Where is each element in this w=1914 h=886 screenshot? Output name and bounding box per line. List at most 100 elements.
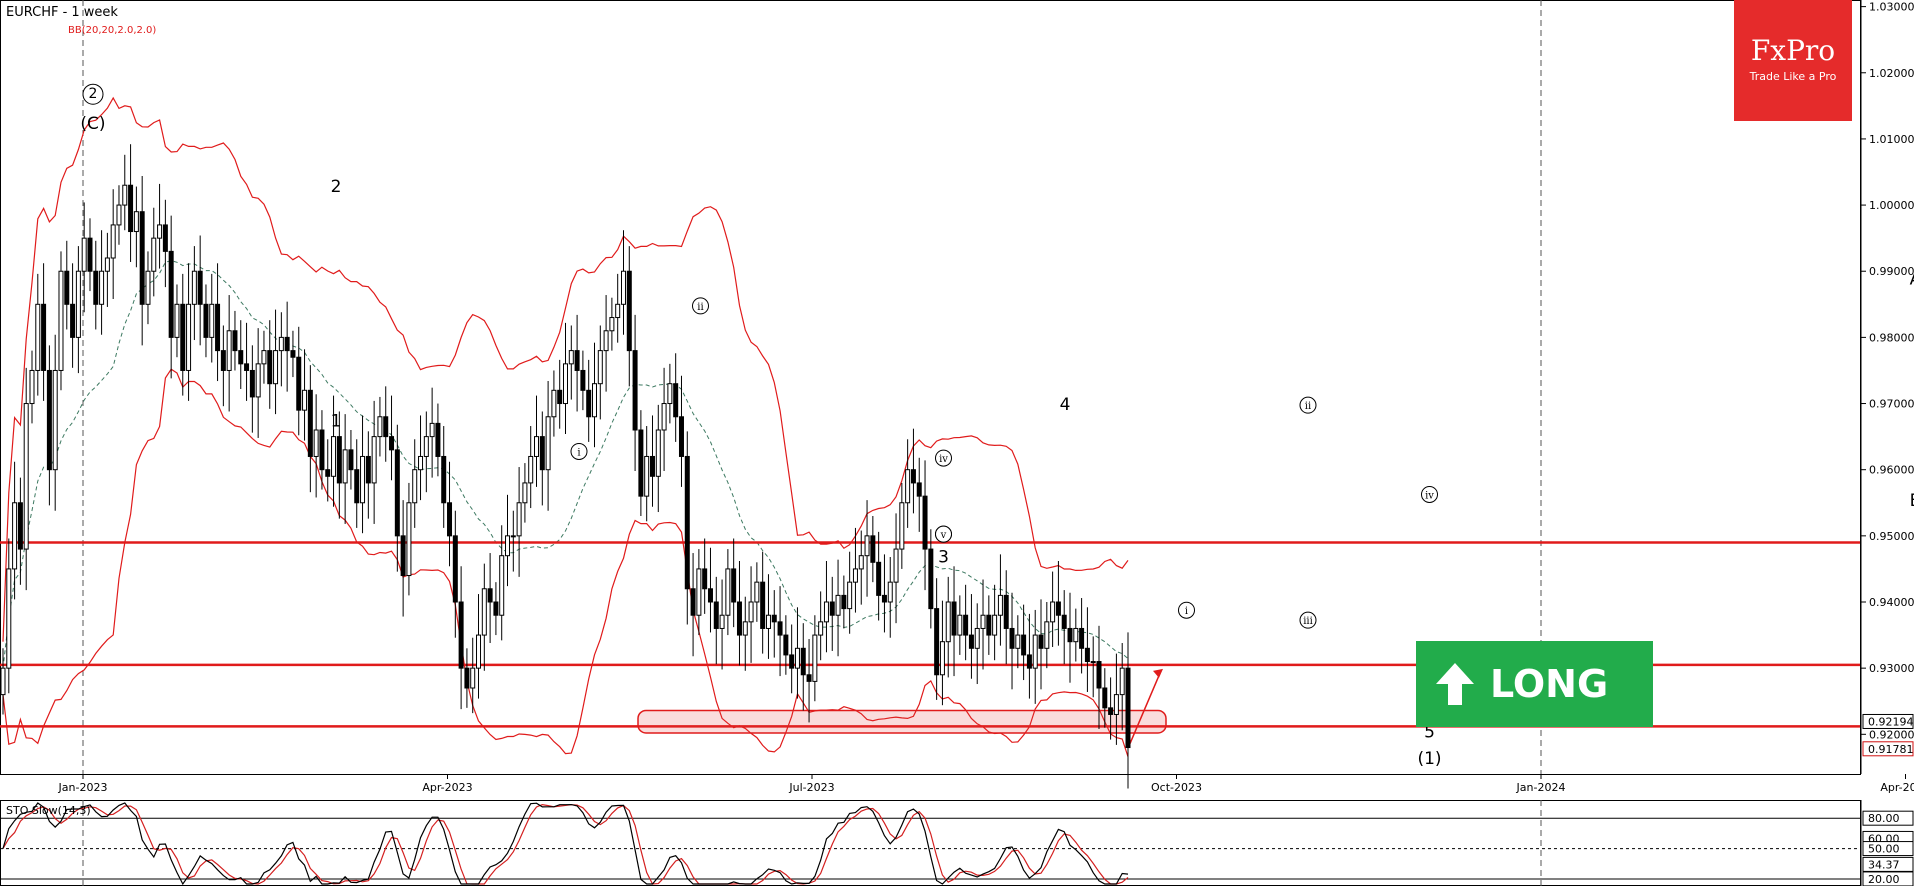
- candle: [829, 576, 835, 651]
- candle: [974, 603, 980, 685]
- svg-text:0.92194: 0.92194: [1868, 715, 1914, 728]
- svg-text:i: i: [577, 447, 580, 458]
- candle: [655, 404, 661, 513]
- svg-text:80.00: 80.00: [1868, 812, 1900, 825]
- candle: [1021, 604, 1027, 681]
- candle: [771, 590, 777, 658]
- candle: [394, 424, 400, 572]
- candle: [905, 439, 911, 528]
- candle: [591, 342, 597, 448]
- candle: [760, 551, 766, 654]
- candle: [52, 334, 58, 511]
- candle: [586, 359, 592, 442]
- candle: [110, 189, 116, 300]
- candle: [197, 235, 203, 346]
- candle: [458, 566, 464, 710]
- candle: [980, 579, 986, 670]
- candle: [1032, 609, 1038, 704]
- osc-tick: 80.00: [1862, 810, 1914, 826]
- candle: [64, 240, 70, 330]
- candle: [1026, 613, 1032, 699]
- candle: [1050, 571, 1056, 647]
- candle: [1108, 677, 1114, 740]
- candle: [957, 595, 963, 655]
- candle: [499, 525, 505, 641]
- candle: [841, 575, 847, 629]
- candle: [684, 431, 690, 625]
- candle: [557, 359, 563, 429]
- candle: [255, 328, 261, 438]
- candle: [104, 232, 110, 307]
- stoch-k-line: [2, 802, 1129, 886]
- candle: [75, 246, 81, 374]
- price-axis: 1.03000 1.02000 1.01000 1.00000 0.99000 0.980…: [1860, 0, 1914, 774]
- candle: [180, 273, 186, 396]
- bb-lower-band: [2, 368, 1129, 757]
- candle: [429, 387, 435, 478]
- candle: [261, 330, 267, 384]
- bb-middle-band: [2, 260, 1129, 669]
- candle: [707, 547, 713, 633]
- candle: [928, 529, 934, 629]
- candle: [678, 375, 684, 487]
- candle: [481, 563, 487, 671]
- stoch-d-line: [2, 803, 1129, 885]
- y-tick-label: 1.00000: [1869, 199, 1914, 212]
- candle: [1084, 607, 1090, 692]
- candle: [220, 325, 226, 407]
- candle: [162, 199, 168, 288]
- candle: [528, 426, 534, 509]
- candle: [151, 207, 157, 297]
- svg-text:iv: iv: [939, 454, 948, 465]
- candle: [702, 538, 708, 614]
- candle: [313, 394, 319, 498]
- candle: [852, 527, 858, 613]
- y-tick-label: 1.03000: [1869, 1, 1914, 14]
- bb-upper-band: [2, 96, 1129, 642]
- candle: [818, 591, 824, 661]
- y-tick-label: 0.92000: [1869, 728, 1914, 741]
- candle: [574, 314, 580, 412]
- candle: [516, 467, 522, 577]
- candle: [1038, 599, 1044, 690]
- candle: [916, 457, 922, 532]
- candle: [864, 500, 870, 597]
- svg-text:34.37: 34.37: [1868, 858, 1900, 871]
- candle: [203, 284, 209, 358]
- candle: [881, 554, 887, 633]
- candle: [360, 415, 366, 534]
- indicator-label: BB(20,20,2.0,2.0): [68, 25, 156, 36]
- candle: [331, 395, 337, 507]
- osc-tick: 50.00: [1862, 841, 1914, 857]
- candle: [754, 562, 760, 622]
- wave-label: iii: [1299, 611, 1317, 629]
- wave-label: 2: [82, 83, 104, 105]
- candle: [267, 320, 273, 409]
- candle: [99, 230, 105, 335]
- candle: [1119, 643, 1125, 731]
- candle: [534, 395, 540, 487]
- candle: [215, 263, 221, 382]
- svg-text:v: v: [940, 530, 947, 541]
- candle: [139, 175, 145, 346]
- candle: [696, 549, 702, 636]
- candle: [1044, 602, 1050, 669]
- wave-label: (1): [1417, 749, 1441, 769]
- svg-text:0.91781: 0.91781: [1868, 743, 1914, 756]
- candle: [876, 531, 882, 621]
- candle: [145, 251, 151, 325]
- candle: [563, 322, 568, 434]
- support-zone: [637, 709, 1167, 734]
- candle: [725, 549, 731, 636]
- candle: [545, 381, 551, 511]
- candle: [302, 349, 308, 441]
- candle: [400, 500, 406, 617]
- candle: [777, 586, 783, 677]
- candle: [29, 350, 35, 424]
- candle: [870, 516, 876, 583]
- y-tick-label: 0.93000: [1869, 662, 1914, 675]
- candle: [168, 215, 174, 379]
- wave-label: iv: [935, 449, 952, 467]
- candle: [238, 320, 244, 389]
- candle: [296, 326, 302, 436]
